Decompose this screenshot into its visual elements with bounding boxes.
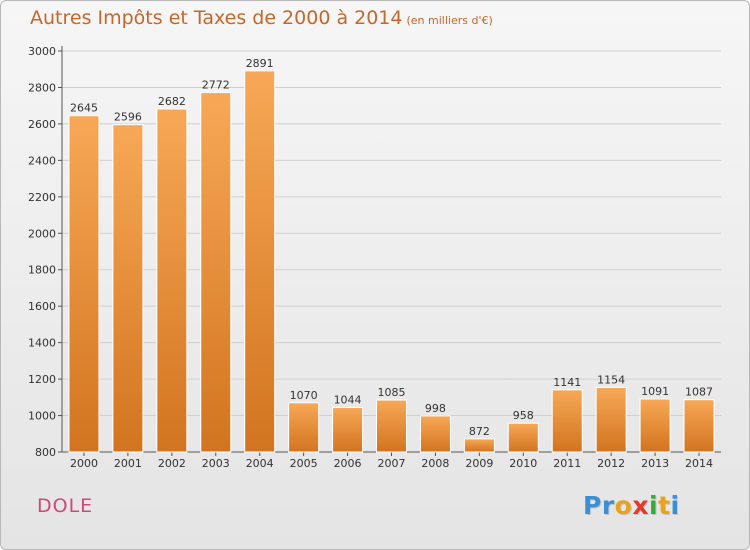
data-label-2013: 1091 [641,385,669,398]
bars [68,70,715,453]
unit-label: (en milliers d'€) [406,14,493,27]
x-tick-label: 2006 [334,457,362,470]
data-label-2000: 2645 [70,102,98,115]
data-label-2008: 998 [425,402,446,415]
x-tick-label: 2014 [685,457,713,470]
y-tick-label: 1200 [28,373,56,386]
bar-2010 [507,422,539,453]
x-tick-label: 2004 [246,457,274,470]
bar-2013 [639,398,671,453]
x-tick-label: 2003 [202,457,230,470]
x-tick-label: 2008 [421,457,449,470]
data-label-2009: 872 [469,425,490,438]
town-name: DOLE [37,495,94,517]
data-label-2006: 1044 [334,394,362,407]
y-tick-label: 2200 [28,191,56,204]
y-tick-label: 2600 [28,118,56,131]
bar-2006 [332,407,364,453]
data-label-2001: 2596 [114,111,142,124]
data-label-2010: 958 [513,409,534,422]
x-tick-label: 2001 [114,457,142,470]
data-label-2002: 2682 [158,95,186,108]
x-tick-label: 2012 [597,457,625,470]
x-tick-label: 2000 [70,457,98,470]
y-tick-label: 1000 [28,410,56,423]
x-tick-label: 2002 [158,457,186,470]
y-tick-label: 800 [35,446,56,459]
bar-2000 [68,115,100,453]
y-tick-label: 1800 [28,264,56,277]
x-tick-label: 2013 [641,457,669,470]
y-tick-label: 2000 [28,227,56,240]
data-label-2005: 1070 [290,389,318,402]
bar-2001 [112,124,144,453]
x-tick-label: 2009 [465,457,493,470]
bar-2004 [244,70,276,453]
y-tick-label: 1600 [28,300,56,313]
data-label-2004: 2891 [246,57,274,70]
x-tick-label: 2007 [378,457,406,470]
y-tick-label: 2800 [28,81,56,94]
chart-title: Autres Impôts et Taxes de 2000 à 2014 (en… [30,7,493,29]
proxiti-logo: Proxiti [583,491,680,520]
bar-2014 [683,399,715,453]
data-label-2007: 1085 [378,386,406,399]
y-tick-label: 3000 [28,45,56,58]
bar-2003 [200,92,232,453]
y-tick-label: 2400 [28,154,56,167]
bar-2002 [156,108,188,453]
chart-title-text: Autres Impôts et Taxes de 2000 à 2014 [30,7,403,29]
x-tick-label: 2005 [290,457,318,470]
data-label-2012: 1154 [597,373,625,386]
data-label-2003: 2772 [202,79,230,92]
labels: 800 1000 1200 1400 1600 1800 2000 2200 2400 2600 2… [28,45,713,470]
bar-2011 [551,389,583,453]
bar-2012 [595,386,627,453]
x-tick-label: 2010 [509,457,537,470]
bar-2007 [376,399,407,453]
data-label-2011: 1141 [553,376,581,389]
x-tick-label: 2011 [553,457,581,470]
bar-2008 [419,415,451,453]
y-tick-label: 1400 [28,337,56,350]
bar-2005 [288,402,320,453]
bar-2009 [463,438,495,453]
data-label-2014: 1087 [685,386,713,399]
